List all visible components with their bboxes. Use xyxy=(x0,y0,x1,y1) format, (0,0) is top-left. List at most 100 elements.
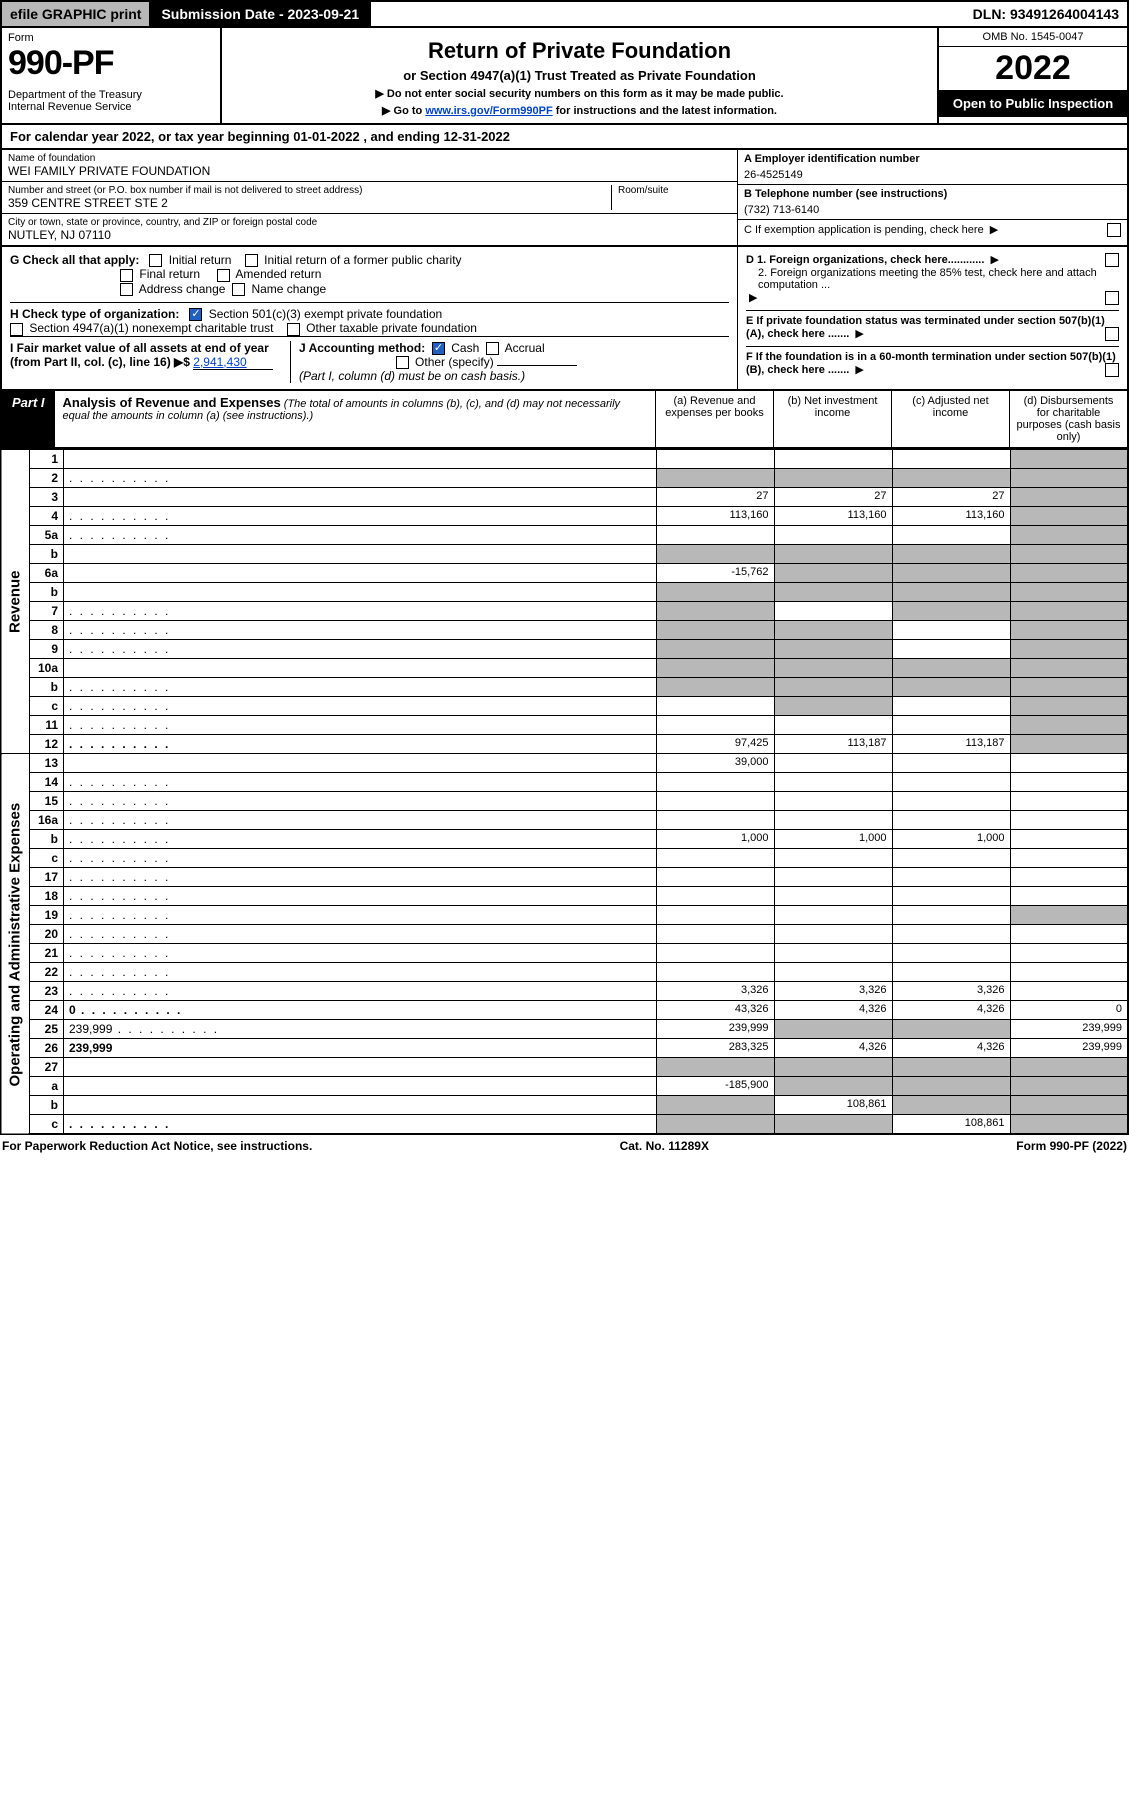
table-row: 17 xyxy=(1,868,1128,887)
amount-a xyxy=(656,1115,774,1135)
amount-d xyxy=(1010,887,1128,906)
line-description xyxy=(64,507,657,526)
cb-other-acct[interactable] xyxy=(396,356,409,369)
omb-number: OMB No. 1545-0047 xyxy=(939,28,1127,47)
cb-initial[interactable] xyxy=(149,254,162,267)
table-row: 3272727 xyxy=(1,488,1128,507)
amount-b: 1,000 xyxy=(774,830,892,849)
line-description xyxy=(64,830,657,849)
amount-a xyxy=(656,887,774,906)
d2-label: 2. Foreign organizations meeting the 85%… xyxy=(746,267,1119,291)
amount-d xyxy=(1010,849,1128,868)
line-description xyxy=(64,906,657,925)
line-description xyxy=(64,811,657,830)
amount-a xyxy=(656,792,774,811)
amount-d xyxy=(1010,469,1128,488)
line-number: 13 xyxy=(30,754,64,773)
cb-d2[interactable] xyxy=(1105,291,1119,305)
cb-d1[interactable] xyxy=(1105,253,1119,267)
cb-501c3[interactable] xyxy=(189,308,202,321)
table-row: c108,861 xyxy=(1,1115,1128,1135)
amount-d xyxy=(1010,545,1128,564)
amount-b xyxy=(774,659,892,678)
arrow-icon: ▶ xyxy=(855,327,863,340)
form-number: 990-PF xyxy=(8,44,214,83)
foundation-name: WEI FAMILY PRIVATE FOUNDATION xyxy=(8,164,731,178)
amount-d xyxy=(1010,602,1128,621)
amount-d xyxy=(1010,507,1128,526)
line-number: c xyxy=(30,697,64,716)
instructions-link[interactable]: www.irs.gov/Form990PF xyxy=(425,105,552,117)
amount-c xyxy=(892,1077,1010,1096)
amount-a: -15,762 xyxy=(656,564,774,583)
amount-d xyxy=(1010,830,1128,849)
header-mid: Return of Private Foundation or Section … xyxy=(222,28,937,123)
j-label: J Accounting method: xyxy=(299,341,425,355)
cb-initial-former[interactable] xyxy=(245,254,258,267)
table-row: 18 xyxy=(1,887,1128,906)
cb-amended[interactable] xyxy=(217,269,230,282)
amount-c xyxy=(892,925,1010,944)
amount-b xyxy=(774,887,892,906)
line-description: 0 xyxy=(64,1001,657,1020)
amount-a: 27 xyxy=(656,488,774,507)
amount-b xyxy=(774,1058,892,1077)
line-description xyxy=(64,773,657,792)
amount-b xyxy=(774,906,892,925)
line-number: 11 xyxy=(30,716,64,735)
amount-d xyxy=(1010,640,1128,659)
cb-final[interactable] xyxy=(120,269,133,282)
amount-b: 113,160 xyxy=(774,507,892,526)
cb-addr[interactable] xyxy=(120,283,133,296)
amount-a xyxy=(656,906,774,925)
amount-c: 113,160 xyxy=(892,507,1010,526)
amount-c xyxy=(892,526,1010,545)
amount-c xyxy=(892,564,1010,583)
line-description xyxy=(64,450,657,469)
addr-label: Number and street (or P.O. box number if… xyxy=(8,185,611,196)
amount-b xyxy=(774,526,892,545)
cb-4947[interactable] xyxy=(10,323,23,336)
cb-accrual[interactable] xyxy=(486,342,499,355)
amount-b xyxy=(774,925,892,944)
line-number: 21 xyxy=(30,944,64,963)
cb-name[interactable] xyxy=(232,283,245,296)
amount-c xyxy=(892,583,1010,602)
amount-c xyxy=(892,640,1010,659)
amount-d xyxy=(1010,526,1128,545)
line-description xyxy=(64,545,657,564)
line-description xyxy=(64,944,657,963)
line-description xyxy=(64,1058,657,1077)
line-number: 7 xyxy=(30,602,64,621)
checkbox-section: G Check all that apply: Initial return I… xyxy=(0,247,1129,391)
amount-d xyxy=(1010,697,1128,716)
col-d: (d) Disbursements for charitable purpose… xyxy=(1009,391,1127,447)
amount-a: 43,326 xyxy=(656,1001,774,1020)
line-number: b xyxy=(30,678,64,697)
amount-b: 27 xyxy=(774,488,892,507)
checkbox-c[interactable] xyxy=(1107,223,1121,237)
line-description xyxy=(64,526,657,545)
line-description xyxy=(64,488,657,507)
line-description xyxy=(64,469,657,488)
amount-a: 283,325 xyxy=(656,1039,774,1058)
table-row: 2 xyxy=(1,469,1128,488)
fmv-value[interactable]: 2,941,430 xyxy=(193,355,273,370)
h-label: H Check type of organization: xyxy=(10,307,179,321)
line-number: b xyxy=(30,583,64,602)
j-cash: Cash xyxy=(451,341,479,355)
amount-a xyxy=(656,811,774,830)
cb-cash[interactable] xyxy=(432,342,445,355)
line-number: 23 xyxy=(30,982,64,1001)
amount-d xyxy=(1010,1096,1128,1115)
cb-other-tax[interactable] xyxy=(287,323,300,336)
city-cell: City or town, state or province, country… xyxy=(2,214,737,245)
cb-e[interactable] xyxy=(1105,327,1119,341)
amount-d xyxy=(1010,1077,1128,1096)
header-left: Form 990-PF Department of the Treasury I… xyxy=(2,28,222,123)
line-number: 4 xyxy=(30,507,64,526)
amount-c xyxy=(892,944,1010,963)
cb-f[interactable] xyxy=(1105,363,1119,377)
amount-a: 113,160 xyxy=(656,507,774,526)
spacer xyxy=(371,2,965,26)
